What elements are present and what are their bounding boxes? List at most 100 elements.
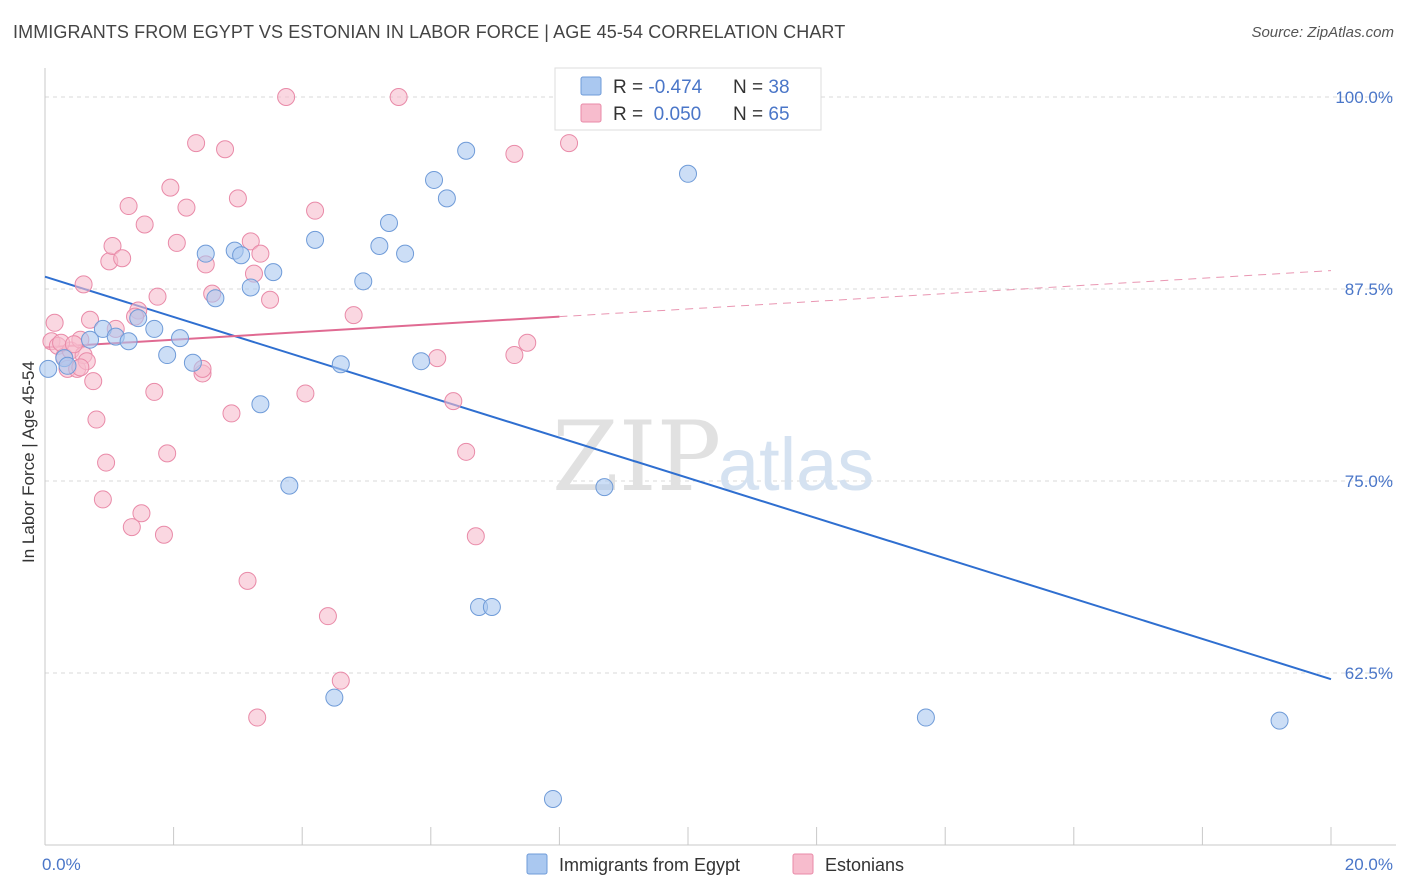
point-estonians-28: [158, 444, 177, 463]
point-egypt-36: [916, 708, 935, 727]
point-egypt-17: [251, 395, 270, 414]
point-estonians-15: [97, 453, 116, 472]
point-estonians-50: [344, 306, 363, 325]
legend-box: R = -0.474 N = 38 R = 0.050 N = 65: [554, 67, 822, 131]
point-egypt-22: [331, 355, 350, 374]
point-estonians-46: [296, 384, 315, 403]
axes: [44, 68, 1396, 846]
point-estonians-59: [560, 134, 579, 153]
point-egypt-10: [171, 329, 190, 348]
point-egypt-37: [1270, 711, 1289, 730]
point-egypt-16: [241, 278, 260, 297]
point-estonians-54: [457, 442, 476, 461]
point-estonians-49: [331, 671, 350, 690]
point-estonians-11: [81, 310, 100, 329]
point-egypt-12: [196, 244, 215, 263]
point-estonians-26: [148, 287, 167, 306]
svg-text:R = 0.050: R = 0.050: [613, 104, 701, 125]
point-egypt-20: [306, 230, 325, 249]
legend-n-label-1: N =: [733, 77, 768, 98]
legend-r-value-2: 0.050: [648, 104, 701, 125]
legend-swatch-egypt: [580, 76, 602, 96]
point-estonians-23: [132, 504, 151, 523]
y-tick-label-1: 87.5%: [1345, 280, 1393, 299]
point-estonians-55: [466, 527, 485, 546]
legend-r-value-1: -0.474: [648, 77, 702, 98]
point-estonians-20: [119, 197, 138, 216]
bottom-legend-label-estonians: Estonians: [825, 855, 904, 875]
point-egypt-15: [232, 246, 251, 265]
point-estonians-32: [187, 134, 206, 153]
point-estonians-36: [216, 140, 235, 159]
legend-r-label-2: R =: [613, 104, 648, 125]
y-axis-title: In Labor Force | Age 45-54: [19, 361, 38, 563]
y-tick-label-0: 100.0%: [1335, 88, 1393, 107]
point-estonians-38: [228, 189, 247, 208]
point-estonians-25: [145, 382, 164, 401]
point-estonians-12: [84, 372, 103, 391]
svg-text:N = 38: N = 38: [733, 77, 790, 98]
y-tick-label-2: 75.0%: [1345, 472, 1393, 491]
point-estonians-24: [135, 215, 154, 234]
legend-n-value-1: 38: [768, 77, 789, 98]
point-estonians-45: [277, 88, 296, 106]
point-egypt-7: [129, 309, 148, 328]
point-estonians-57: [505, 346, 524, 365]
bottom-legend-label-egypt: Immigrants from Egypt: [559, 855, 740, 875]
bottom-legend-swatch-estonians: [792, 853, 814, 875]
point-egypt-21: [325, 688, 344, 707]
point-egypt-28: [425, 170, 444, 189]
bottom-legend-swatch-egypt: [526, 853, 548, 875]
point-estonians-1: [45, 313, 64, 332]
chart-title: IMMIGRANTS FROM EGYPT VS ESTONIAN IN LAB…: [13, 22, 846, 42]
point-egypt-23: [354, 272, 373, 291]
point-estonians-42: [248, 708, 267, 727]
point-estonians-40: [241, 232, 260, 251]
data-points: [39, 88, 1289, 808]
legend-r-label-1: R =: [613, 77, 648, 98]
point-egypt-27: [412, 352, 431, 371]
point-estonians-52: [428, 349, 447, 368]
axis-labels: 100.0% 87.5% 75.0% 62.5% 0.0% 20.0% In Labor F…: [19, 88, 1393, 874]
point-estonians-44: [261, 290, 280, 309]
point-egypt-19: [280, 476, 299, 495]
point-estonians-56: [505, 144, 524, 163]
point-egypt-25: [380, 213, 399, 232]
point-estonians-47: [306, 201, 325, 220]
point-estonians-53: [444, 392, 463, 411]
x-tick-label-1: 20.0%: [1345, 855, 1393, 874]
y-tick-label-3: 62.5%: [1345, 664, 1393, 683]
point-egypt-24: [370, 236, 389, 255]
svg-text:N = 65: N = 65: [733, 104, 790, 125]
point-estonians-27: [154, 525, 173, 544]
point-egypt-30: [457, 141, 476, 160]
point-estonians-37: [222, 404, 241, 423]
point-egypt-32: [482, 597, 501, 616]
point-egypt-3: [81, 330, 100, 349]
point-egypt-35: [679, 164, 697, 183]
point-egypt-26: [396, 244, 415, 263]
point-estonians-31: [177, 198, 196, 217]
point-estonians-19: [113, 249, 132, 268]
point-egypt-2: [58, 356, 77, 375]
point-estonians-13: [87, 410, 106, 429]
watermark-zip: ZIP: [552, 401, 721, 513]
point-estonians-14: [93, 490, 112, 509]
point-estonians-43: [251, 244, 270, 263]
chart-source: Source: ZipAtlas.com: [1251, 24, 1394, 41]
svg-text:R = -0.474: R = -0.474: [613, 77, 703, 98]
x-tick-label-0: 0.0%: [42, 855, 81, 874]
point-egypt-33: [543, 789, 562, 808]
trend-line-egypt: [44, 275, 1332, 681]
legend-swatch-estonians: [580, 103, 602, 123]
point-estonians-21: [122, 518, 141, 537]
legend-n-label-2: N =: [733, 104, 768, 125]
point-egypt-11: [183, 353, 202, 372]
point-estonians-48: [318, 607, 337, 626]
trend-line-estonians-extension: [559, 270, 1332, 318]
point-estonians-10: [74, 275, 93, 294]
point-egypt-9: [158, 346, 177, 365]
watermark-atlas: atlas: [718, 423, 874, 506]
point-estonians-29: [161, 178, 180, 197]
point-estonians-51: [389, 88, 408, 106]
